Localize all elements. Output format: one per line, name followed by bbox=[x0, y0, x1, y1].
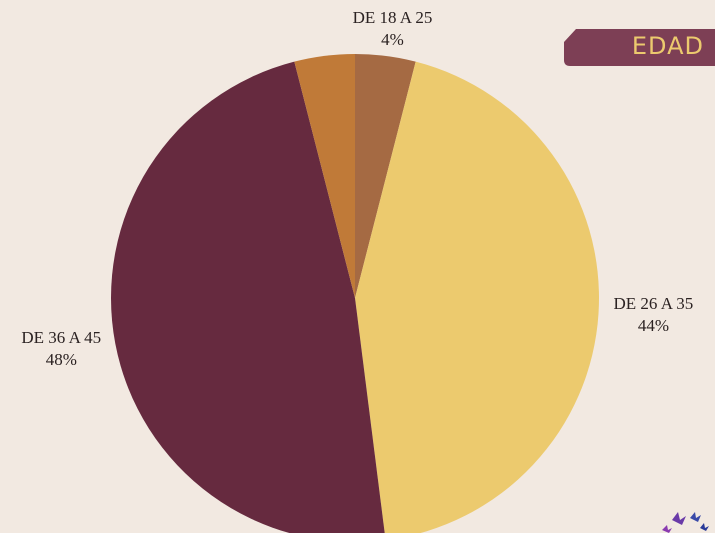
slice-value-label: 44% bbox=[638, 316, 669, 335]
pie-slice bbox=[111, 61, 385, 533]
slice-label: DE 26 A 35 bbox=[614, 294, 694, 313]
slice-label: DE 18 A 25 bbox=[353, 8, 433, 27]
slice-value-label: 48% bbox=[46, 350, 77, 369]
pie-slice bbox=[355, 54, 416, 298]
pie-slice bbox=[355, 61, 599, 533]
pie-slice bbox=[294, 54, 355, 298]
title-badge bbox=[564, 29, 715, 66]
pie bbox=[111, 54, 599, 533]
butterflies bbox=[662, 512, 709, 533]
slice-label: DE 36 A 45 bbox=[21, 328, 101, 347]
chart-title: EDAD bbox=[632, 32, 704, 60]
slice-value-label: 4% bbox=[381, 30, 404, 49]
